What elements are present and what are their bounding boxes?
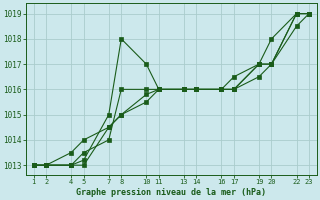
X-axis label: Graphe pression niveau de la mer (hPa): Graphe pression niveau de la mer (hPa) xyxy=(76,188,266,197)
